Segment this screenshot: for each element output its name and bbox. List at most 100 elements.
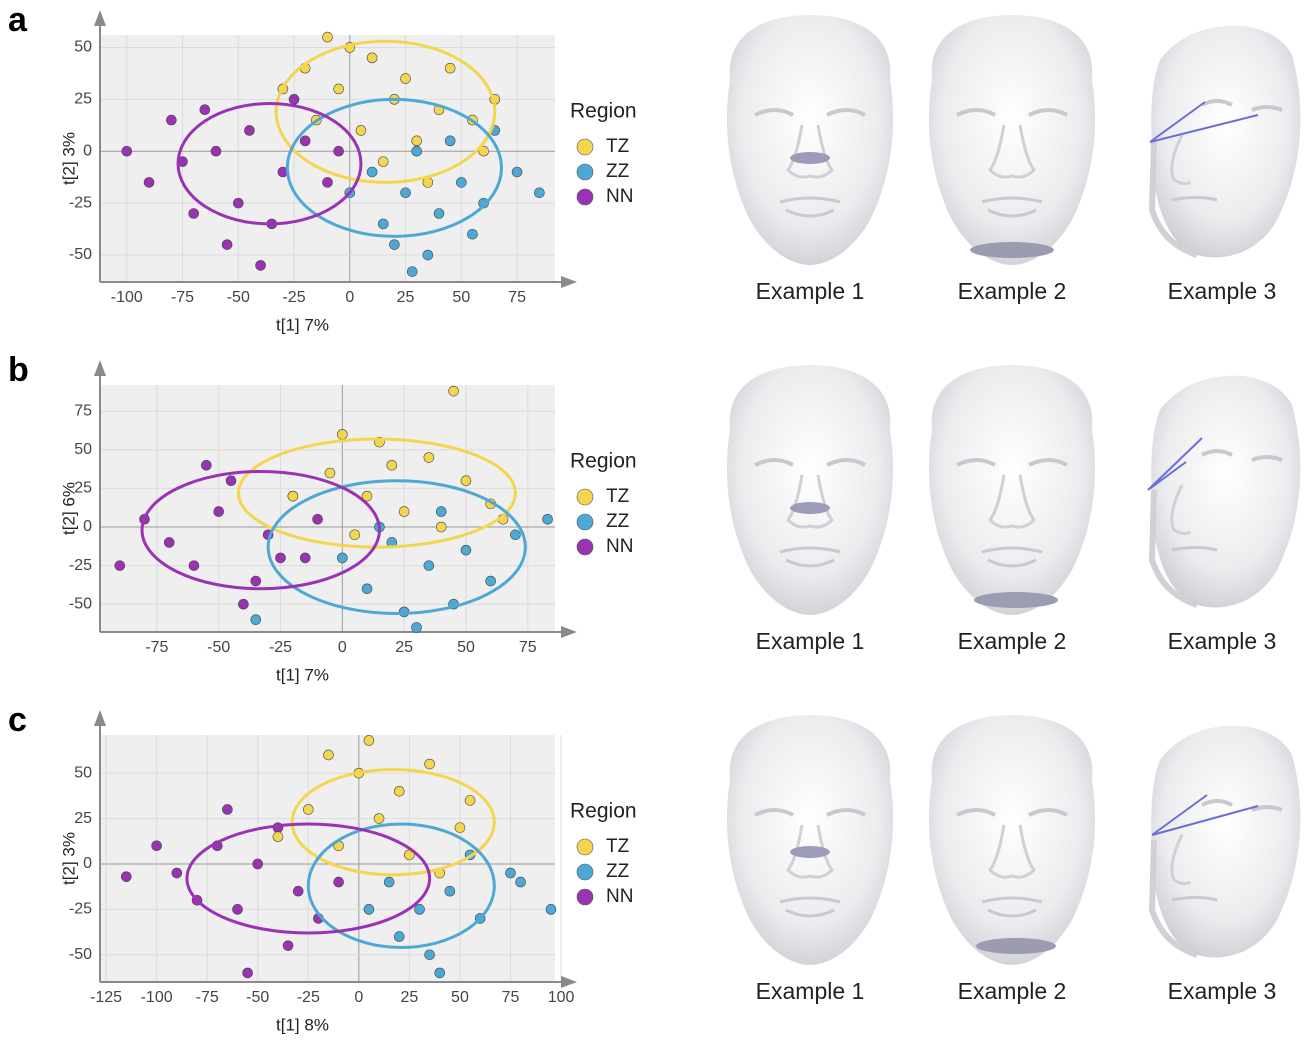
point	[288, 491, 298, 501]
y-tick-label: 25	[74, 810, 92, 827]
face	[1151, 726, 1300, 958]
y-tick-label: 0	[83, 855, 92, 872]
highlight	[790, 846, 830, 858]
point	[313, 514, 323, 524]
y-tick-label: -25	[69, 557, 92, 574]
legend-label: ZZ	[606, 511, 630, 532]
example-label: Example 2	[958, 278, 1067, 304]
point	[435, 968, 445, 978]
x-tick-label: -125	[90, 989, 122, 1006]
y-tick-label: -50	[69, 595, 92, 612]
point	[506, 868, 516, 878]
point	[189, 561, 199, 571]
point	[424, 453, 434, 463]
x-tick-label: -75	[145, 639, 168, 656]
point	[115, 561, 125, 571]
point	[233, 198, 243, 208]
point	[449, 386, 459, 396]
point	[233, 904, 243, 914]
point	[350, 530, 360, 540]
highlight	[790, 152, 830, 164]
x-axis-arrowhead	[561, 626, 577, 638]
point	[244, 125, 254, 135]
example-label: Example 3	[1168, 978, 1277, 1004]
y-tick-label: -50	[69, 946, 92, 963]
legend-label: ZZ	[606, 861, 630, 882]
point	[364, 735, 374, 745]
y-axis-label: t[2] 6%	[59, 482, 78, 535]
y-axis-label: t[2] 3%	[59, 132, 78, 185]
point	[434, 209, 444, 219]
legend-label: TZ	[606, 486, 630, 507]
panel-label: b	[8, 351, 29, 389]
y-tick-label: 50	[74, 441, 92, 458]
highlight	[976, 938, 1056, 954]
x-tick-label: -75	[196, 989, 219, 1006]
point	[543, 514, 553, 524]
point	[512, 167, 522, 177]
point	[283, 941, 293, 951]
x-axis-arrowhead	[561, 276, 577, 288]
x-tick-label: -50	[227, 289, 250, 306]
point	[412, 136, 422, 146]
point	[334, 877, 344, 887]
x-tick-label: 25	[397, 289, 415, 306]
point	[378, 219, 388, 229]
face	[727, 15, 893, 265]
point	[486, 576, 496, 586]
point	[337, 553, 347, 563]
point	[300, 553, 310, 563]
point	[337, 429, 347, 439]
point	[243, 968, 253, 978]
x-axis-label: t[1] 8%	[276, 1015, 329, 1034]
x-axis-label: t[1] 7%	[276, 315, 329, 334]
point	[211, 146, 221, 156]
highlight	[790, 502, 830, 514]
example-label: Example 3	[1168, 628, 1277, 654]
point	[436, 522, 446, 532]
point	[253, 859, 263, 869]
panel-label: c	[8, 701, 27, 739]
point	[412, 146, 422, 156]
plot-background	[100, 735, 555, 982]
point	[323, 32, 333, 42]
x-tick-label: 75	[502, 989, 520, 1006]
x-tick-label: 50	[457, 639, 475, 656]
y-axis-label: t[2] 3%	[59, 832, 78, 885]
point	[273, 832, 283, 842]
point	[121, 872, 131, 882]
face	[727, 715, 893, 965]
figure: -100-75-50-250255075-50-2502550at[1] 7%t…	[0, 0, 1309, 1040]
faces	[727, 15, 1301, 965]
point	[214, 507, 224, 517]
example-label: Example 1	[756, 978, 865, 1004]
point	[423, 250, 433, 260]
legend-swatch	[577, 864, 593, 880]
legend-title: Region	[570, 100, 637, 123]
x-tick-label: 0	[354, 989, 363, 1006]
y-tick-label: -25	[69, 901, 92, 918]
point	[387, 460, 397, 470]
x-tick-label: 0	[345, 289, 354, 306]
point	[461, 545, 471, 555]
y-axis-arrowhead	[94, 360, 106, 376]
x-tick-label: 50	[451, 989, 469, 1006]
y-tick-label: 25	[74, 91, 92, 108]
point	[465, 795, 475, 805]
point	[334, 146, 344, 156]
legend-swatch	[577, 839, 593, 855]
legend-title: Region	[570, 800, 637, 823]
y-tick-label: 50	[74, 764, 92, 781]
x-tick-label: -75	[171, 289, 194, 306]
point	[201, 460, 211, 470]
point	[200, 105, 210, 115]
point	[276, 553, 286, 563]
point	[293, 886, 303, 896]
point	[534, 188, 544, 198]
point	[401, 188, 411, 198]
point	[445, 886, 455, 896]
x-tick-label: 100	[548, 989, 575, 1006]
point	[384, 877, 394, 887]
legend-label: TZ	[606, 136, 630, 157]
point	[303, 804, 313, 814]
